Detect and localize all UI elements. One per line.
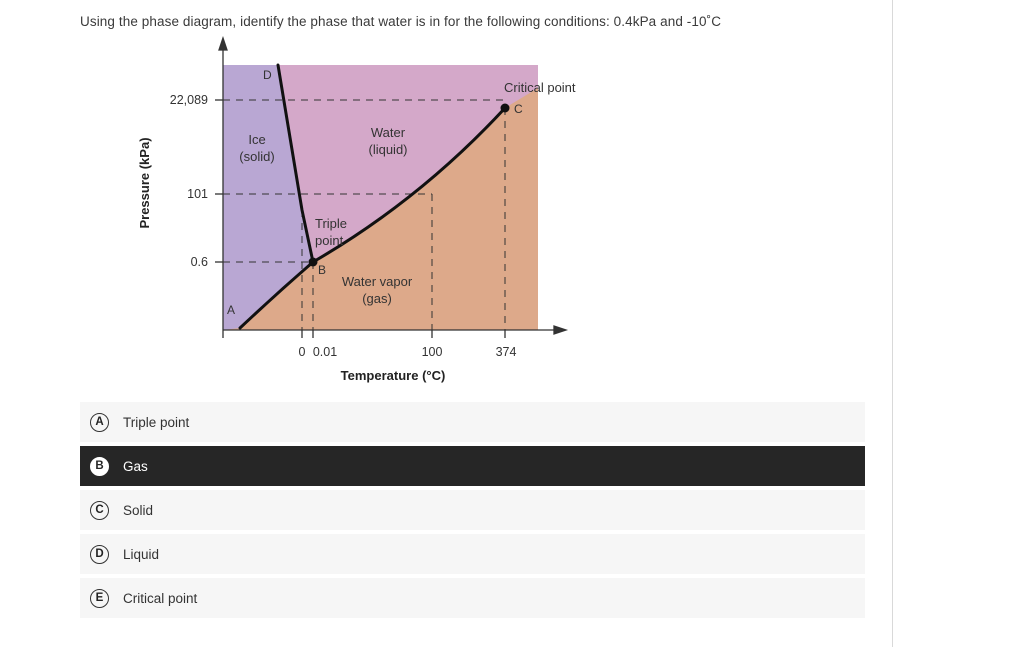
vapor-label: (gas) [362,291,392,306]
y-tick-label: 22,089 [170,93,208,107]
option-e[interactable]: E Critical point [80,578,865,618]
question-text: Using the phase diagram, identify the ph… [80,14,722,29]
option-label: Gas [123,458,148,474]
point-letter-d: D [263,68,272,82]
x-tick-label: 100 [422,345,443,359]
option-label: Triple point [123,414,190,430]
guide-lines [223,99,506,330]
point-letter-c: C [514,102,523,116]
point-letter-a: A [227,303,235,317]
option-label: Solid [123,502,154,518]
option-b[interactable]: B Gas [80,446,865,486]
vapor-label: Water vapor [342,274,413,289]
triple-point-label: Triple [315,216,347,231]
vaporization-curve [311,106,507,264]
option-label: Liquid [123,546,160,562]
triple-point-marker [308,257,318,267]
option-label: Critical point [123,590,198,606]
x-tick-label: 0.01 [313,345,337,359]
option-letter-badge: A [90,412,109,432]
water-label: (liquid) [368,142,407,157]
option-d[interactable]: D Liquid [80,534,865,574]
ice-label: Ice [248,132,265,147]
y-tick-label: 101 [187,187,208,201]
solid-region [223,65,313,330]
ice-label: (solid) [239,149,274,164]
option-letter-badge: E [90,588,109,608]
option-letter-badge: D [90,544,109,564]
liquid-region [278,65,538,262]
critical-point-marker [500,103,510,113]
x-tick-label: 0 [299,345,306,359]
y-axis-title: Pressure (kPa) [137,137,152,228]
x-axis-title: Temperature (°C) [341,368,446,383]
answer-options: A Triple point B Gas C Solid D Liquid E … [80,402,865,622]
critical-point-label: Critical point [504,80,576,95]
sublimation-curve [238,260,315,330]
water-label: Water [371,125,406,140]
melting-curve [276,63,315,264]
right-divider [892,0,893,647]
option-letter-badge: C [90,500,109,520]
x-tick-label: 374 [496,345,517,359]
option-letter-badge: B [90,456,109,476]
triple-point-label: point [315,233,344,248]
phase-diagram: 22,089 101 0.6 0 0.01 100 374 Temperatur… [137,35,576,383]
point-letter-b: B [318,263,326,277]
axes [215,35,569,338]
y-tick-label: 0.6 [191,255,208,269]
option-c[interactable]: C Solid [80,490,865,530]
option-a[interactable]: A Triple point [80,402,865,442]
